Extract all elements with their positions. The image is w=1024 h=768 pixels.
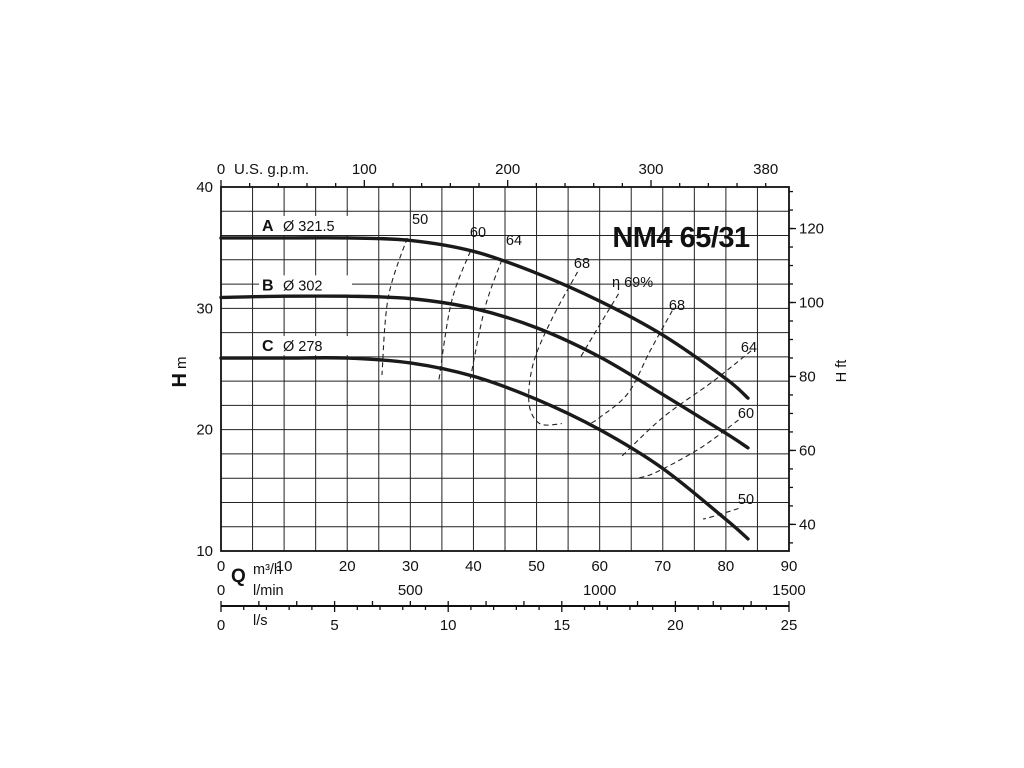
top-tick-label: 0: [217, 161, 225, 178]
efficiency-curve-2: [469, 259, 503, 379]
efficiency-curve-3: [528, 271, 579, 426]
x-tick-label: 30: [402, 558, 419, 575]
efficiency-curve-1: [438, 251, 471, 382]
efficiency-label: 64: [741, 340, 757, 356]
curve-letter-a: A: [262, 218, 274, 235]
y2-axis-label: H ft: [834, 360, 850, 383]
x-tick-label: 80: [718, 558, 735, 575]
y-tick-label: 40: [196, 179, 213, 196]
curve-diameter-a: Ø 321.5: [283, 219, 335, 235]
efficiency-curve-4: [580, 293, 620, 358]
efficiency-label: 50: [738, 492, 754, 508]
x-tick-label: 20: [339, 558, 356, 575]
top-tick-label: 200: [495, 161, 520, 178]
x-tick-label: 10: [276, 558, 293, 575]
efficiency-curve-5: [589, 310, 673, 425]
x-axis-unit: m³/h: [253, 562, 282, 578]
lmin-axis-label: l/min: [253, 583, 284, 599]
curve-letter-c: C: [262, 338, 274, 355]
ls-tick-label: 20: [667, 617, 684, 634]
y-tick-label: 30: [196, 300, 213, 317]
efficiency-label: 60: [738, 406, 754, 422]
lmin-tick-label: 500: [398, 582, 423, 599]
efficiency-curve-0: [381, 237, 408, 376]
y-axis-letter: H: [169, 373, 191, 387]
curve-label-background: [259, 336, 352, 356]
y2-tick-label: 80: [799, 368, 816, 385]
efficiency-label: 68: [669, 298, 685, 314]
efficiency-label: 50: [412, 212, 428, 228]
ls-tick-label: 15: [553, 617, 570, 634]
lmin-tick-label: 0: [217, 582, 225, 599]
efficiency-curve-7: [637, 419, 739, 479]
top-tick-label: 380: [753, 161, 778, 178]
curve-label-background: [259, 275, 352, 295]
lmin-tick-label: 1500: [772, 582, 805, 599]
y-tick-label: 10: [196, 543, 213, 560]
performance-curves: [219, 236, 750, 541]
x-axis-letter: Q: [231, 566, 246, 587]
ls-axis-label: l/s: [253, 613, 268, 629]
curve-letter-b: B: [262, 277, 274, 294]
curve-a: [219, 236, 750, 400]
ls-tick-label: 5: [330, 617, 338, 634]
x-tick-label: 90: [781, 558, 798, 575]
efficiency-label: η 69%: [612, 275, 653, 291]
efficiency-label: 64: [506, 233, 522, 249]
lmin-tick-label: 1000: [583, 582, 616, 599]
plot-frame: [220, 186, 790, 552]
top-axis-label: U.S. g.p.m.: [234, 161, 309, 178]
curve-diameter-b: Ø 302: [283, 278, 323, 294]
y-axis-unit: m: [173, 357, 190, 370]
y2-tick-label: 120: [799, 221, 824, 238]
efficiency-label: 60: [470, 225, 486, 241]
curve-b: [219, 294, 750, 450]
top-tick-label: 100: [352, 161, 377, 178]
y2-tick-label: 60: [799, 442, 816, 459]
efficiency-label: 68: [574, 256, 590, 272]
x-tick-label: 70: [654, 558, 671, 575]
ls-tick-label: 25: [781, 617, 798, 634]
x-tick-label: 60: [591, 558, 608, 575]
x-tick-label: 0: [217, 558, 225, 575]
x-tick-label: 50: [528, 558, 545, 575]
y2-tick-label: 40: [799, 516, 816, 533]
efficiency-curves: [381, 237, 752, 520]
ls-tick-label: 10: [440, 617, 457, 634]
x-tick-label: 40: [465, 558, 482, 575]
curve-c: [219, 356, 750, 541]
y-tick-label: 20: [196, 422, 213, 439]
chart-title: NM4 65/31: [612, 222, 750, 254]
y2-tick-label: 100: [799, 295, 824, 312]
curve-diameter-c: Ø 278: [283, 339, 323, 355]
top-tick-label: 300: [639, 161, 664, 178]
curve-label-background: [259, 215, 352, 235]
efficiency-curve-6: [621, 350, 752, 457]
y-axis-label: Hm: [169, 357, 191, 388]
ls-tick-label: 0: [217, 617, 225, 634]
grid: [220, 186, 790, 552]
labels: 50 60 64 68 η 69% 68 64 60 50 A Ø 321.5 B Ø 302 C Ø 27…: [259, 212, 757, 508]
